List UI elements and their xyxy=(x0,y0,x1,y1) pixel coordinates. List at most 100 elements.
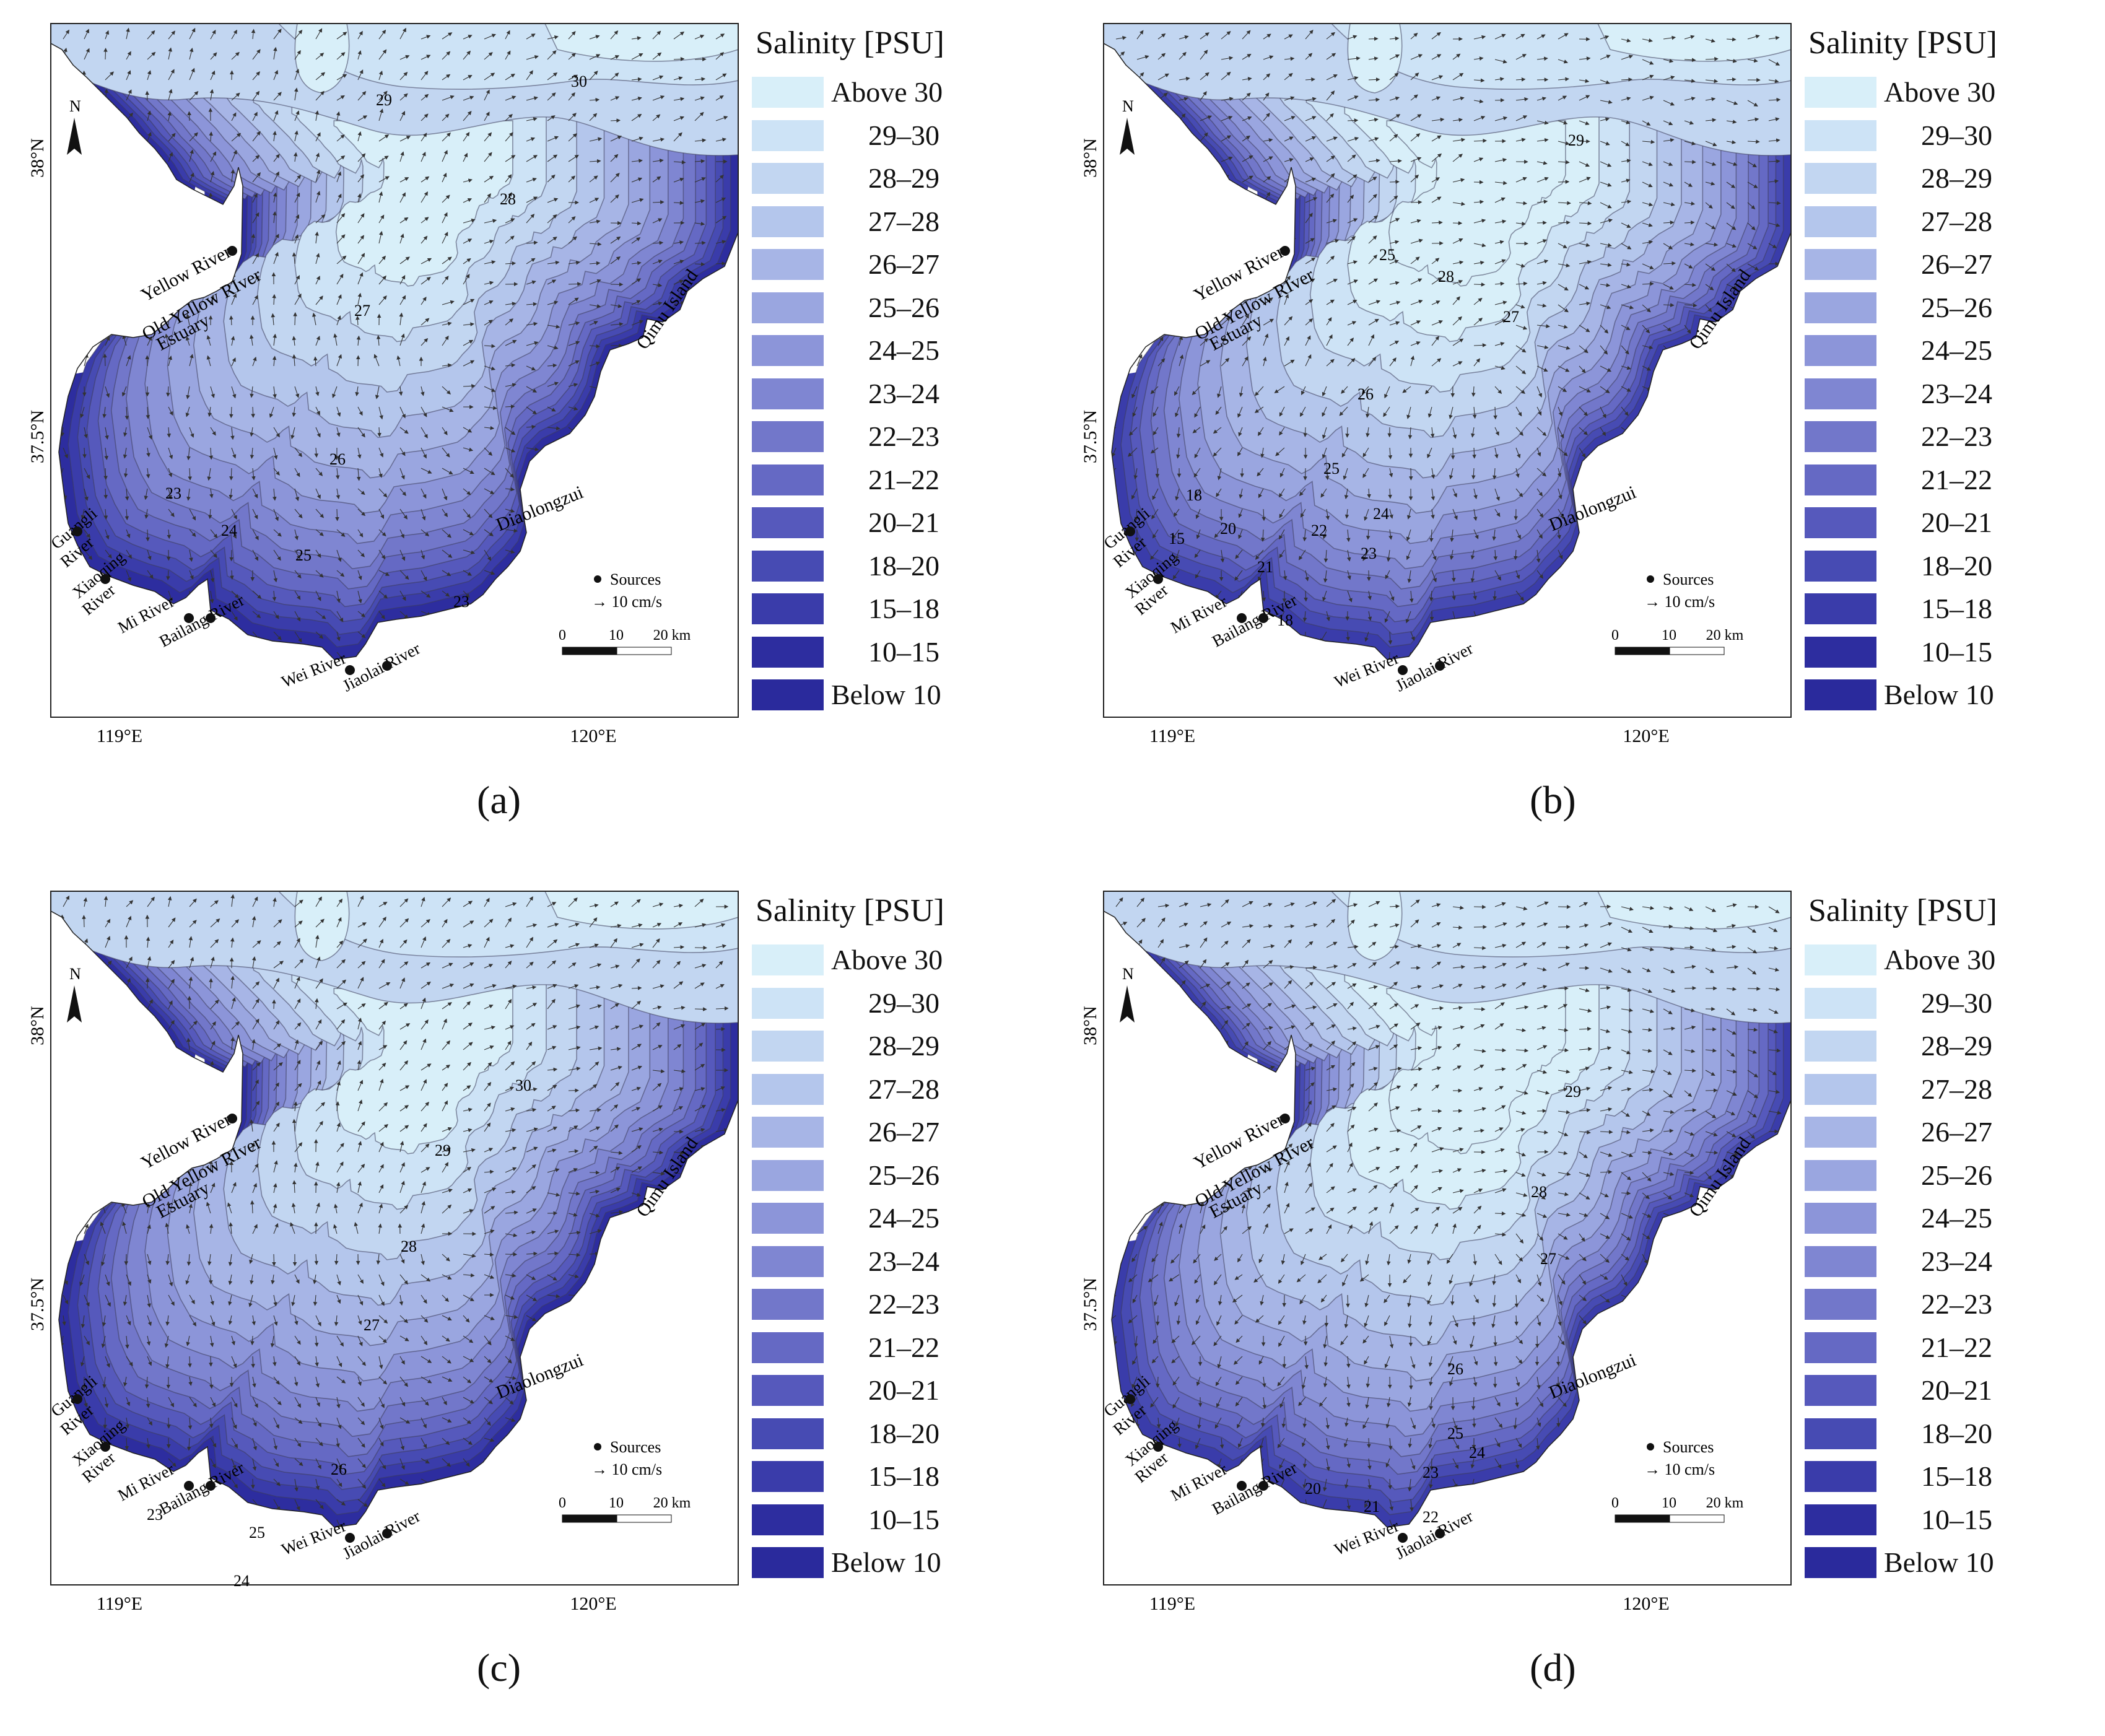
current-arrow xyxy=(294,130,299,142)
current-arrow xyxy=(168,152,173,162)
current-arrow xyxy=(147,110,152,121)
current-arrow xyxy=(335,508,339,521)
current-arrow xyxy=(505,50,511,60)
legend-title: Salinity [PSU] xyxy=(756,25,944,61)
current-arrow xyxy=(589,71,598,81)
current-arrow xyxy=(421,133,427,142)
current-arrow xyxy=(357,50,362,60)
source-point xyxy=(345,665,355,675)
current-arrow xyxy=(294,50,301,60)
current-arrow xyxy=(652,137,665,142)
panel-b: N 119°E 120°E 38°N 37.5°N 29 25 28 27 26 25 24 23 22 2… xyxy=(1053,0,2105,867)
legend-swatch xyxy=(751,1115,825,1149)
legend-swatch xyxy=(1803,1503,1878,1537)
current-arrow xyxy=(505,235,515,244)
current-arrow xyxy=(273,171,279,183)
current-arrow xyxy=(421,217,429,224)
legend-swatch xyxy=(1803,248,1878,281)
current-legend-label: → 10 cm/s xyxy=(591,1460,662,1478)
source-point xyxy=(1398,665,1408,675)
legend-item: 29–30 xyxy=(751,118,1017,152)
contour-label: 21 xyxy=(1364,1498,1380,1516)
legend-label: 23–24 xyxy=(868,1245,939,1277)
current-arrow xyxy=(694,177,706,183)
current-arrow xyxy=(715,198,726,203)
source-point xyxy=(227,1114,237,1123)
x-tick-label: 120°E xyxy=(570,726,616,746)
legend-swatch xyxy=(1803,1202,1878,1235)
current-arrow xyxy=(484,240,494,244)
current-arrow xyxy=(421,71,429,81)
y-tick-label: 38°N xyxy=(1080,138,1100,178)
legend-label: 22–23 xyxy=(868,421,939,452)
current-arrow xyxy=(294,87,299,101)
current-arrow xyxy=(357,115,368,121)
current-arrow xyxy=(715,261,726,266)
north-label: N xyxy=(69,965,81,983)
legend-label: 26–27 xyxy=(868,248,939,280)
current-arrow xyxy=(694,111,704,121)
current-arrow xyxy=(421,235,428,244)
legend-swatch xyxy=(751,592,825,626)
legend-item: Above 30 xyxy=(751,943,1017,977)
legend-swatch xyxy=(1803,1416,1878,1450)
current-arrow xyxy=(252,253,259,264)
current-arrow xyxy=(126,89,132,101)
legend-item: 24–25 xyxy=(1803,1202,2070,1235)
current-arrow xyxy=(357,153,366,162)
legend-label: 25–26 xyxy=(1921,291,1992,323)
current-arrow xyxy=(610,30,619,40)
panel-a: N 119°E 120°E 38°N 37.5°N 29 30 28 27 26 25 24 23 23 Y… xyxy=(0,0,1052,867)
legend-label: 18–20 xyxy=(868,549,939,582)
current-arrow xyxy=(421,258,432,264)
current-arrow xyxy=(357,174,365,183)
current-arrow xyxy=(610,118,621,123)
current-arrow xyxy=(336,52,346,60)
current-arrow xyxy=(336,74,347,81)
current-arrow xyxy=(336,32,347,40)
current-arrow xyxy=(63,29,70,40)
current-arrow xyxy=(505,95,516,101)
y-tick-label: 37.5°N xyxy=(27,410,48,463)
source-point xyxy=(382,1529,392,1538)
current-arrow xyxy=(547,50,557,60)
legend-item: 25–26 xyxy=(751,290,1017,325)
current-arrow xyxy=(147,30,155,40)
current-arrow xyxy=(315,90,325,101)
current-arrow xyxy=(547,174,556,183)
legend-swatch xyxy=(751,1244,825,1278)
current-arrow xyxy=(315,214,326,224)
legend-swatch xyxy=(1803,1244,1878,1278)
legend-item: 24–25 xyxy=(751,334,1017,367)
current-arrow xyxy=(421,191,428,203)
current-arrow xyxy=(126,27,130,40)
current-arrow xyxy=(568,261,580,265)
current-arrow xyxy=(568,31,576,40)
current-arrow xyxy=(631,36,642,40)
contour-label: 27 xyxy=(1540,1250,1556,1268)
legend-item: 27–28 xyxy=(1803,204,2070,238)
legend-swatch xyxy=(751,204,825,238)
legend-swatch xyxy=(1803,1460,1878,1493)
legend-swatch xyxy=(751,1503,825,1537)
current-arrow xyxy=(273,46,277,60)
current-arrow xyxy=(357,69,364,81)
current-arrow xyxy=(294,175,302,183)
current-arrow xyxy=(126,51,131,60)
contour-label: 25 xyxy=(1323,460,1340,478)
contour-label: 25 xyxy=(295,546,312,564)
current-arrow xyxy=(1282,1294,1286,1307)
legend-item: 24–25 xyxy=(751,1202,1017,1235)
current-arrow xyxy=(189,132,198,142)
legend-swatch xyxy=(751,76,825,109)
source-point xyxy=(227,246,237,256)
contour-label: 26 xyxy=(1447,1360,1463,1378)
current-arrow xyxy=(715,240,726,244)
current-arrow xyxy=(399,111,405,121)
legend-swatch xyxy=(1803,118,1878,152)
current-arrow xyxy=(673,76,683,81)
current-arrow xyxy=(168,133,176,142)
scale-bar xyxy=(562,647,617,655)
current-arrow xyxy=(715,73,727,81)
